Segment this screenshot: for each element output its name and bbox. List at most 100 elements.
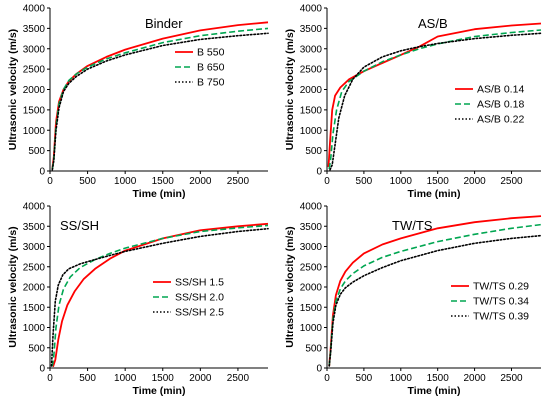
y-tick-label: 1500 xyxy=(300,105,323,116)
y-tick-label: 3500 xyxy=(300,24,323,35)
y-tick-label: 1000 xyxy=(300,126,323,137)
x-axis-label: Time (min) xyxy=(133,385,186,397)
panel-title: AS/B xyxy=(418,16,448,31)
y-tick-label: 3500 xyxy=(23,24,46,35)
y-tick-label: 2000 xyxy=(300,85,323,96)
x-tick-label: 1000 xyxy=(390,176,413,187)
legend-label: TW/TS 0.29 xyxy=(473,281,529,293)
x-tick-label: 0 xyxy=(324,176,330,187)
legend-label: B 550 xyxy=(197,47,225,59)
legend-label: B 650 xyxy=(197,62,225,74)
y-tick-label: 500 xyxy=(305,343,322,354)
legend-label: SS/SH 1.5 xyxy=(175,277,224,289)
legend: B 550 B 650 B 750 xyxy=(175,47,225,89)
y-tick-label: 2500 xyxy=(300,65,323,76)
x-tick-label: 0 xyxy=(47,373,53,384)
legend: SS/SH 1.5 SS/SH 2.0 SS/SH 2.5 xyxy=(153,277,224,319)
x-tick-label: 2000 xyxy=(463,176,486,187)
y-tick-label: 3500 xyxy=(300,222,323,233)
y-tick-label: 1500 xyxy=(300,303,323,314)
y-tick-label: 2000 xyxy=(23,85,46,96)
chart-panel-asb: 0 500 1000 1500 2000 2500 3000 3500 4000 0 500 1000… xyxy=(284,4,542,200)
legend: AS/B 0.14 AS/B 0.18 AS/B 0.22 xyxy=(455,84,524,126)
x-tick-label: 1500 xyxy=(152,373,175,384)
legend-label: SS/SH 2.5 xyxy=(175,307,224,319)
x-axis-label: Time (min) xyxy=(408,188,461,200)
x-tick-label: 2500 xyxy=(227,176,250,187)
series-line-dotted xyxy=(51,32,269,171)
y-tick-label: 3000 xyxy=(23,44,46,55)
y-tick-label: 500 xyxy=(28,146,45,157)
x-axis-label: Time (min) xyxy=(408,385,461,397)
legend-label: AS/B 0.18 xyxy=(477,99,524,111)
y-tick-label: 1500 xyxy=(23,105,46,116)
y-tick-label: 3000 xyxy=(300,242,323,253)
y-axis-label: Ultrasonic velocity (m/s) xyxy=(7,29,19,150)
x-tick-label: 500 xyxy=(356,373,373,384)
panel-title: SS/SH xyxy=(60,218,99,233)
legend-label: AS/B 0.22 xyxy=(477,114,524,126)
x-tick-label: 500 xyxy=(356,176,373,187)
series-line-solid xyxy=(52,222,269,368)
legend-label: AS/B 0.14 xyxy=(477,84,524,96)
x-tick-label: 1000 xyxy=(114,176,137,187)
x-tick-label: 2000 xyxy=(463,373,486,384)
x-tick-label: 2000 xyxy=(189,176,212,187)
panel-title: Binder xyxy=(145,16,183,31)
x-tick-label: 0 xyxy=(47,176,53,187)
y-tick-label: 4000 xyxy=(300,4,323,15)
y-tick-label: 2500 xyxy=(23,262,46,273)
y-axis-label: Ultrasonic velocity (m/s) xyxy=(284,226,296,347)
y-tick-label: 2500 xyxy=(300,262,323,273)
y-axis-label: Ultrasonic velocity (m/s) xyxy=(284,29,296,150)
series-line-dashed xyxy=(51,27,269,170)
series-line-dotted xyxy=(328,234,542,367)
y-tick-label: 3000 xyxy=(23,242,46,253)
series-line-dashed xyxy=(328,29,542,170)
x-tick-label: 1500 xyxy=(152,176,175,187)
x-tick-label: 2500 xyxy=(500,373,523,384)
y-tick-label: 1000 xyxy=(23,126,46,137)
y-tick-label: 4000 xyxy=(23,202,46,213)
x-tick-label: 2500 xyxy=(500,176,523,187)
y-tick-label: 1000 xyxy=(300,323,323,334)
x-tick-label: 1000 xyxy=(114,373,137,384)
x-tick-label: 2000 xyxy=(189,373,212,384)
series-line-dotted xyxy=(329,32,542,171)
x-tick-label: 0 xyxy=(324,373,330,384)
x-tick-label: 1000 xyxy=(390,373,413,384)
x-tick-label: 1500 xyxy=(427,373,450,384)
legend-label: TW/TS 0.39 xyxy=(473,311,529,323)
y-tick-label: 500 xyxy=(305,146,322,157)
series-line-solid xyxy=(51,21,269,170)
series-line-dashed xyxy=(51,224,269,367)
y-tick-label: 1500 xyxy=(23,303,46,314)
y-tick-label: 1000 xyxy=(23,323,46,334)
y-tick-label: 3500 xyxy=(23,222,46,233)
y-tick-label: 0 xyxy=(316,167,322,178)
y-tick-label: 2500 xyxy=(23,65,46,76)
y-axis-label: Ultrasonic velocity (m/s) xyxy=(7,226,19,347)
x-tick-label: 500 xyxy=(79,373,96,384)
y-tick-label: 3000 xyxy=(300,44,323,55)
y-tick-label: 4000 xyxy=(300,202,323,213)
panel-title: TW/TS xyxy=(392,218,433,233)
y-tick-label: 500 xyxy=(28,343,45,354)
x-axis-label: Time (min) xyxy=(133,188,186,200)
legend: TW/TS 0.29 TW/TS 0.34 TW/TS 0.39 xyxy=(451,281,529,323)
y-tick-label: 4000 xyxy=(23,4,46,15)
y-tick-label: 0 xyxy=(316,364,322,375)
chart-panel-twts: 0 500 1000 1500 2000 2500 3000 3500 4000 0 500 1000… xyxy=(284,202,542,397)
legend-label: TW/TS 0.34 xyxy=(473,296,529,308)
y-tick-label: 0 xyxy=(39,167,45,178)
series-line-dotted xyxy=(50,227,269,367)
y-tick-label: 0 xyxy=(39,364,45,375)
legend-label: SS/SH 2.0 xyxy=(175,292,224,304)
x-tick-label: 2500 xyxy=(227,373,250,384)
legend-label: B 750 xyxy=(197,77,225,89)
x-tick-label: 500 xyxy=(79,176,96,187)
y-tick-label: 2000 xyxy=(300,283,323,294)
chart-panel-binder: 0 500 1000 1500 2000 2500 3000 3500 4000 0 500 1000… xyxy=(7,4,269,200)
x-tick-label: 1500 xyxy=(427,176,450,187)
